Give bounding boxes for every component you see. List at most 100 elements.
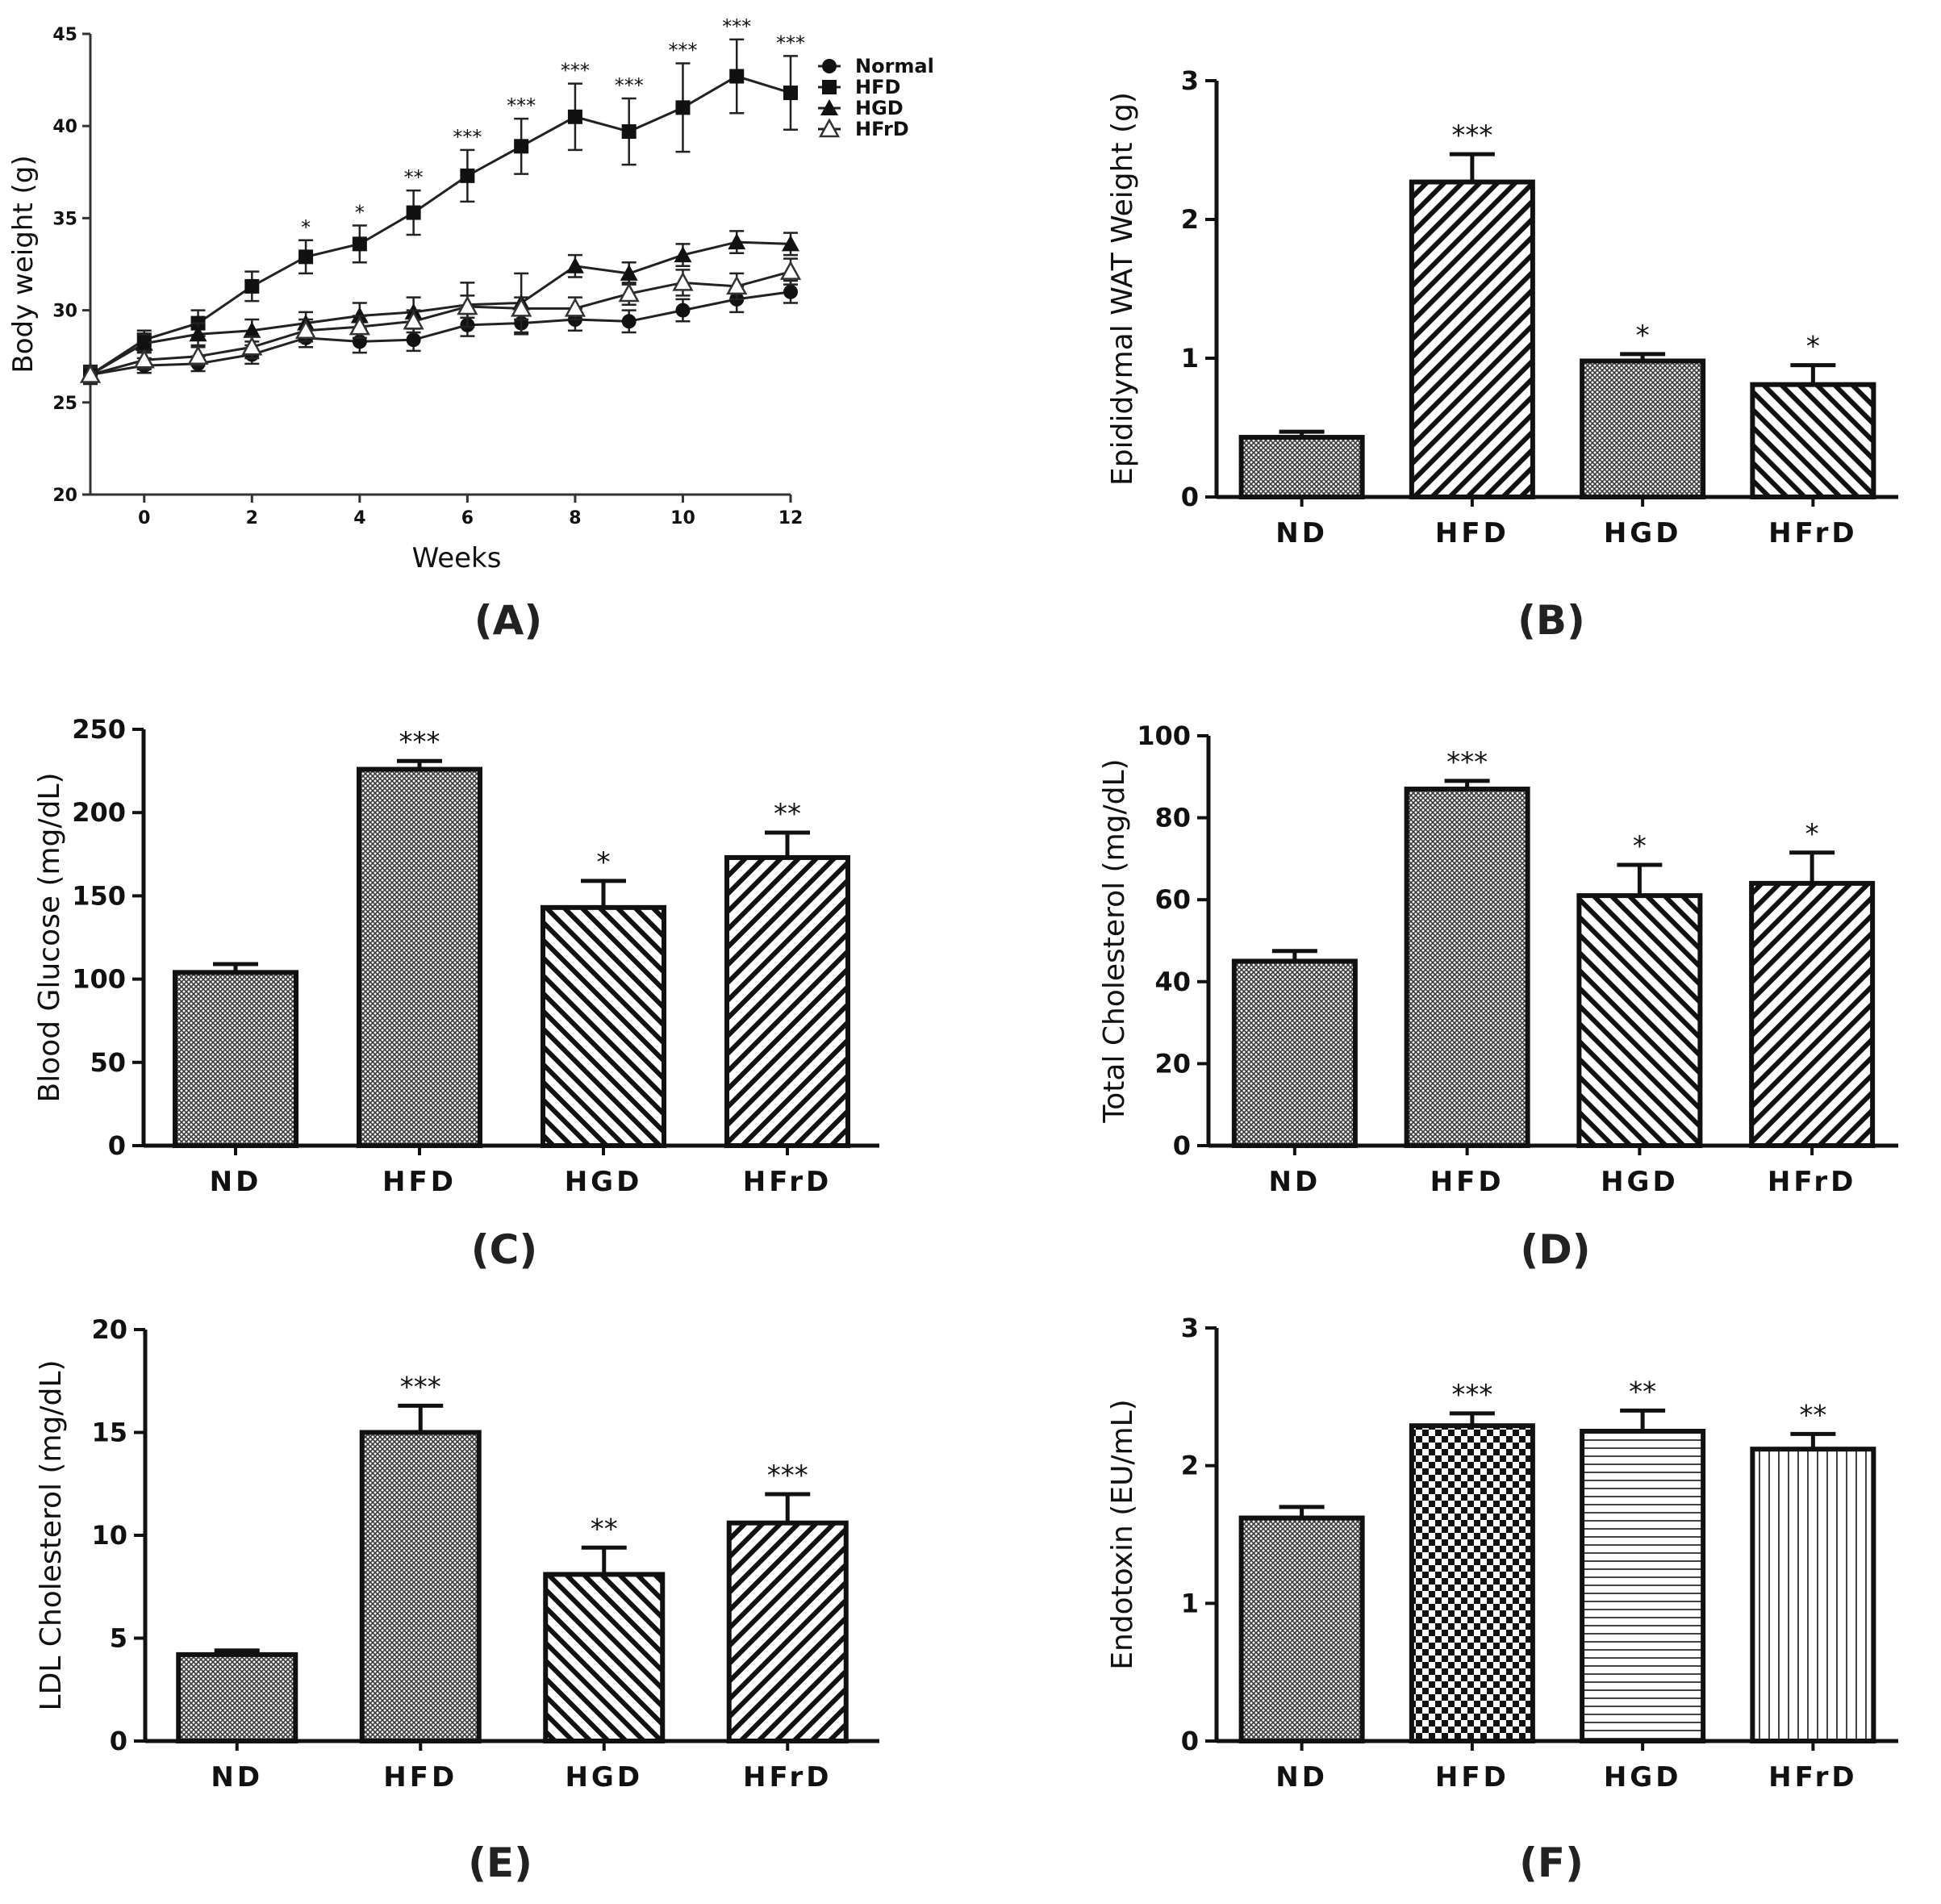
y-tick-label: 150 [72, 880, 126, 911]
point-hfd [567, 109, 582, 124]
x-tick-label: 8 [569, 508, 581, 528]
x-tick-label: 12 [778, 508, 804, 528]
x-tick-label: HGD [1601, 1166, 1679, 1198]
y-tick-label: 100 [1137, 720, 1191, 751]
y-tick-label: 35 [52, 209, 77, 229]
point-hfrd [79, 363, 102, 383]
bar-chart-e: 0 5 10 15 20 LDL Cholesterol (mg/dL) ND HFD *** H… [35, 1314, 879, 1793]
x-tick-label: ND [1275, 517, 1328, 549]
point-hfd [298, 249, 314, 265]
point-hfd [783, 86, 798, 101]
y-tick-label: 0 [108, 1130, 126, 1161]
bar-hfrd [1750, 1447, 1876, 1743]
point-hgd [566, 257, 584, 273]
panel-label-a: (A) [474, 597, 543, 644]
series-line-hgd [90, 240, 791, 376]
point-hgd [135, 334, 153, 351]
point-hfrd [511, 297, 532, 317]
significance-label: *** [776, 31, 805, 54]
x-tick-label: HGD [1604, 1761, 1682, 1793]
panel-label-f: (F) [1519, 1839, 1584, 1886]
significance-label: ** [1629, 1376, 1656, 1408]
legend-marker-hfd [822, 80, 837, 94]
x-tick-label: HFD [382, 1166, 457, 1198]
point-hfd [406, 205, 421, 220]
y-tick-label: 0 [1173, 1130, 1191, 1161]
panel-a-body-weight: 20 25 30 35 40 45 0 2 4 6 8 10 12 Weeks Body weight (g… [0, 0, 970, 645]
x-tick-label: ND [211, 1761, 263, 1793]
significance-label: *** [1446, 746, 1488, 779]
bar-nd [176, 1651, 298, 1743]
y-tick-label: 20 [52, 486, 77, 506]
bar-hgd [1580, 1429, 1706, 1743]
x-tick-label: 2 [246, 508, 258, 528]
panel-d-total-cholesterol: 0 20 40 60 80 100 Total Cholesterol (mg/dL) ND H… [970, 645, 1941, 1275]
point-hfrd [187, 345, 209, 365]
point-hgd [243, 321, 261, 338]
x-tick-label: HGD [565, 1761, 643, 1793]
bar-nd [1238, 435, 1365, 499]
y-tick-label: 0 [110, 1726, 127, 1756]
x-tick-label: ND [210, 1166, 262, 1198]
y-tick-label: 1 [1181, 343, 1199, 374]
panel-label-e: (E) [468, 1839, 532, 1886]
point-hgd [674, 246, 692, 263]
legend-label-normal: Normal [855, 55, 934, 77]
point-hfrd [672, 271, 694, 291]
significance-label: *** [561, 60, 590, 82]
y-tick-label: 20 [1154, 1048, 1191, 1079]
y-tick-label: 5 [110, 1623, 127, 1654]
y-axis-title: Blood Glucose (mg/dL) [33, 773, 66, 1103]
point-hfrd [618, 282, 640, 303]
point-hfd [460, 168, 475, 183]
point-hfrd [349, 315, 370, 336]
x-tick-label: 4 [353, 508, 365, 528]
y-tick-label: 15 [91, 1418, 127, 1448]
point-hfrd [726, 275, 748, 295]
series-line-hfrd [90, 270, 791, 376]
significance-label: * [1633, 830, 1647, 862]
point-hfrd [241, 336, 263, 356]
x-tick-label: ND [1275, 1761, 1328, 1793]
significance-label: *** [668, 40, 697, 62]
point-hfd [352, 236, 367, 252]
y-tick-label: 3 [1181, 1313, 1199, 1343]
point-normal [406, 332, 421, 348]
point-hgd [189, 325, 207, 342]
significance-label: *** [722, 15, 751, 38]
y-tick-label: 250 [72, 714, 126, 745]
x-tick-label: HFrD [1768, 1166, 1857, 1198]
y-tick-label: 20 [91, 1314, 127, 1345]
panel-c-blood-glucose: 0 50 100 150 200 250 Blood Glucose (mg/dL) ND HF… [0, 645, 970, 1275]
point-hfd [729, 69, 745, 84]
x-tick-label: 0 [138, 508, 150, 528]
significance-label: *** [400, 1371, 441, 1403]
significance-label: * [355, 202, 365, 224]
point-normal [783, 284, 798, 299]
point-normal [675, 303, 691, 318]
significance-label: *** [453, 126, 482, 148]
panel-label-d: (D) [1520, 1226, 1591, 1273]
bar-hfrd [726, 1520, 849, 1743]
x-tick-label: HFrD [1768, 517, 1858, 549]
significance-label: *** [1451, 1379, 1492, 1411]
y-axis-title: Total Cholesterol (mg/dL) [1098, 758, 1131, 1123]
x-tick-label: HFD [1435, 517, 1509, 549]
x-tick-label: 10 [670, 508, 695, 528]
y-tick-label: 80 [1154, 803, 1191, 833]
x-axis-title: Weeks [412, 542, 502, 574]
panel-label-b: (B) [1517, 597, 1585, 644]
legend-marker-hfrd [818, 118, 841, 138]
point-hfrd [403, 310, 424, 330]
y-tick-label: 40 [52, 117, 77, 137]
line-chart-a: 20 25 30 35 40 45 0 2 4 6 8 10 12 Weeks Body weight (g… [7, 15, 934, 574]
y-tick-label: 200 [72, 797, 126, 828]
bar-hfd [357, 766, 482, 1148]
bar-chart-b: 0 1 2 3 Epididymal WAT Weight (g) ND HFD *** HGD… [1106, 65, 1898, 549]
significance-label: * [1636, 319, 1650, 352]
y-tick-label: 2 [1181, 204, 1199, 235]
significance-label: * [597, 846, 611, 879]
point-hfrd [779, 261, 802, 280]
point-hgd [620, 264, 638, 281]
